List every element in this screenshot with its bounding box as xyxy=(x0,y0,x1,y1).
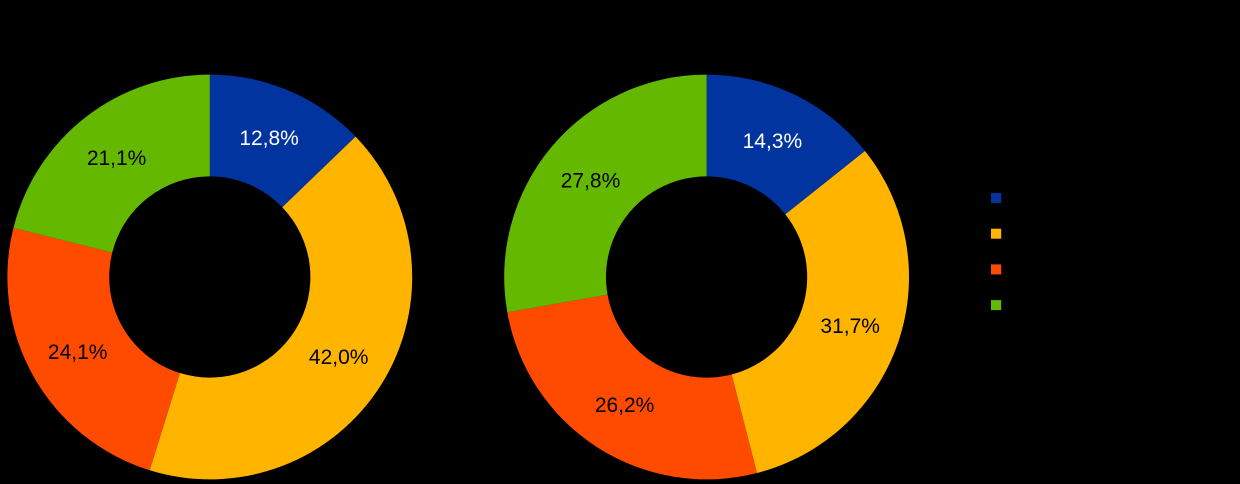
svg-text:26,2%: 26,2% xyxy=(595,394,655,417)
svg-text:21,1%: 21,1% xyxy=(87,147,147,170)
svg-text:14,3%: 14,3% xyxy=(743,130,803,153)
svg-text:24,1%: 24,1% xyxy=(48,341,108,364)
svg-text:31,7%: 31,7% xyxy=(820,315,880,338)
svg-text:42,0%: 42,0% xyxy=(309,346,369,369)
svg-text:27,8%: 27,8% xyxy=(561,169,621,192)
svg-text:12,8%: 12,8% xyxy=(239,127,299,150)
